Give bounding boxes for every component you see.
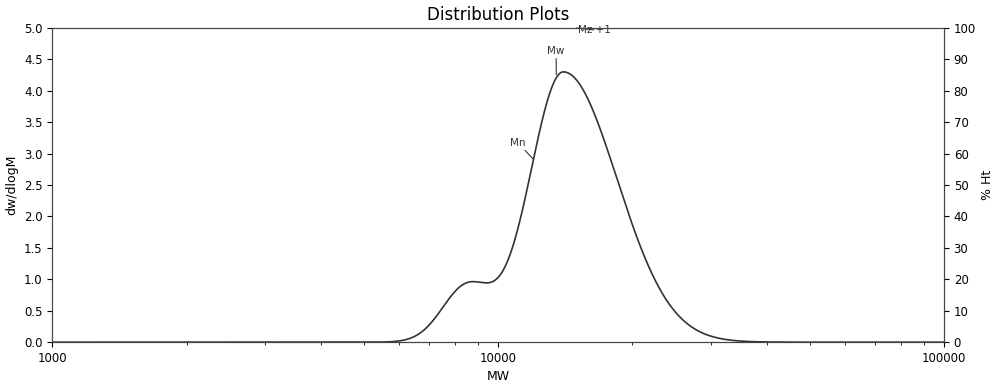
Text: Mz +1: Mz +1 xyxy=(577,25,611,35)
X-axis label: MW: MW xyxy=(487,370,510,384)
Y-axis label: dw/dlogM: dw/dlogM xyxy=(6,155,19,215)
Title: Distribution Plots: Distribution Plots xyxy=(427,5,569,24)
Y-axis label: % Ht: % Ht xyxy=(981,170,994,200)
Text: Mw: Mw xyxy=(547,46,565,75)
Text: Mn: Mn xyxy=(510,138,533,159)
